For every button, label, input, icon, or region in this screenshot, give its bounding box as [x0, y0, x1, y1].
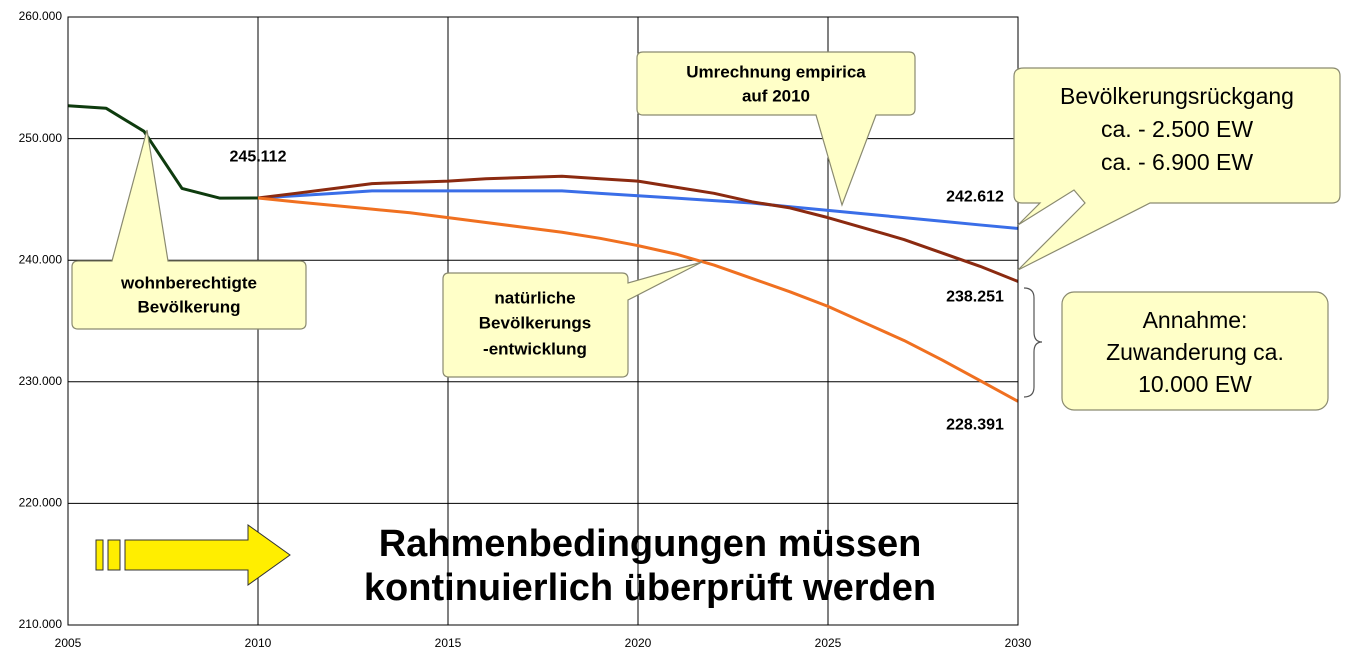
- series-line: [257, 196, 1019, 403]
- banner-text: Rahmenbedingungen müssen: [379, 523, 922, 565]
- callout-text: Annahme:: [1143, 307, 1248, 333]
- x-tick-label: 2020: [625, 636, 652, 650]
- callout-text: Zuwanderung ca.: [1106, 339, 1284, 365]
- series-line: [257, 174, 1019, 283]
- arrow-block: [107, 539, 121, 571]
- series-line: [67, 104, 259, 200]
- callout-text: Bevölkerung: [138, 297, 241, 316]
- x-tick-label: 2005: [55, 636, 82, 650]
- series-line: [257, 189, 1019, 230]
- plot-frame: [67, 16, 1019, 626]
- y-tick-label: 230.000: [19, 374, 63, 388]
- brace: [1023, 287, 1043, 398]
- arrow-block: [95, 539, 104, 571]
- callout-text: ca. - 2.500 EW: [1101, 116, 1253, 142]
- x-tick-label: 2025: [815, 636, 842, 650]
- value-label: 238.251: [946, 289, 1004, 306]
- value-label: 228.391: [946, 417, 1004, 434]
- grid: 210.000 220.000 230.000 240.000 250.000 260.0…: [19, 9, 1032, 650]
- y-tick-label: 250.000: [19, 131, 63, 145]
- value-label: 245.112: [230, 148, 287, 165]
- y-tick-label: 240.000: [19, 252, 63, 266]
- callout: [1061, 291, 1329, 411]
- callout-text: natürliche: [494, 288, 575, 307]
- callout-text: -entwicklung: [483, 339, 587, 358]
- callout-text: ca. - 6.900 EW: [1101, 149, 1253, 175]
- callout-text: Bevölkerungs: [479, 313, 591, 332]
- x-tick-label: 2015: [435, 636, 462, 650]
- x-tick-label: 2030: [1005, 636, 1032, 650]
- callout-text: 10.000 EW: [1138, 371, 1252, 397]
- y-tick-label: 260.000: [19, 9, 63, 23]
- callout-text: Umrechnung empirica: [686, 62, 866, 81]
- callout-text: auf 2010: [742, 86, 810, 105]
- callout-text: Bevölkerungsrückgang: [1060, 83, 1294, 109]
- callout: [636, 51, 916, 207]
- banner-text: kontinuierlich überprüft werden: [364, 567, 936, 609]
- y-tick-label: 220.000: [19, 496, 63, 510]
- callout: [71, 129, 307, 330]
- callout-text: wohnberechtigte: [120, 273, 257, 292]
- value-label: 242.612: [946, 189, 1004, 206]
- callout: [1013, 67, 1341, 271]
- callout: [442, 261, 703, 378]
- x-tick-label: 2010: [245, 636, 272, 650]
- arrow: [124, 524, 291, 586]
- y-tick-label: 210.000: [19, 617, 63, 631]
- lines: [67, 104, 1019, 403]
